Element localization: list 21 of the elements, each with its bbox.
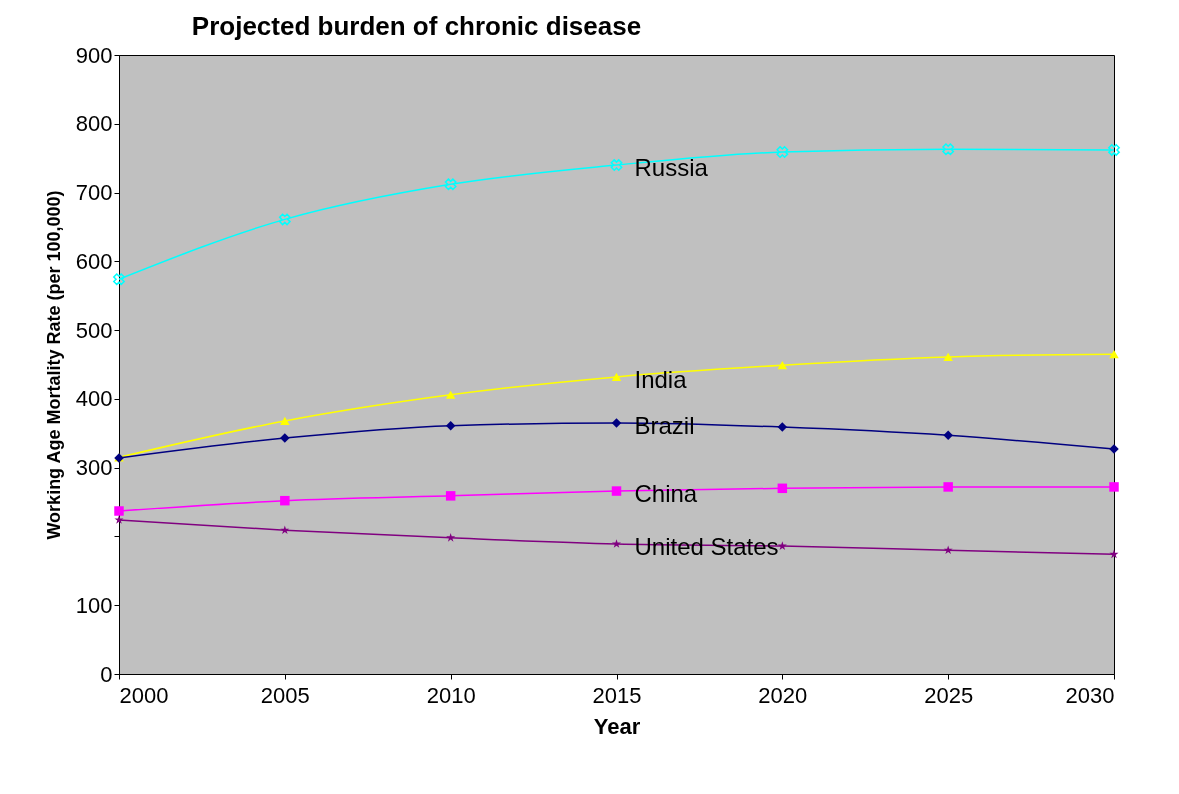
x-tick-label: 2010: [426, 682, 476, 708]
x-tick-label: 2025: [924, 682, 974, 708]
y-tick-label: 900: [75, 42, 113, 68]
series-label: India: [634, 365, 688, 393]
y-tick-label: 500: [75, 317, 113, 343]
x-tick-label: 2000: [119, 682, 169, 708]
y-tick-label: 400: [75, 386, 113, 412]
x-tick-label: 2030: [1065, 682, 1115, 708]
x-tick-label: 2020: [758, 682, 808, 708]
y-tick-label: 700: [75, 180, 113, 206]
chart-title: Projected burden of chronic disease: [191, 11, 642, 41]
y-tick-label: 300: [75, 455, 113, 481]
y-tick-label: 100: [75, 592, 113, 618]
x-tick-label: 2005: [260, 682, 310, 708]
x-tick-label: 2015: [592, 682, 642, 708]
x-axis-title: Year: [593, 713, 641, 739]
y-tick-label: 600: [75, 248, 113, 274]
y-tick-label: 800: [75, 111, 113, 137]
y-axis-title: Working Age Mortality Rate (per 100,000): [43, 190, 64, 540]
y-tick-label: 0: [100, 661, 113, 687]
series-label: Russia: [634, 154, 709, 182]
